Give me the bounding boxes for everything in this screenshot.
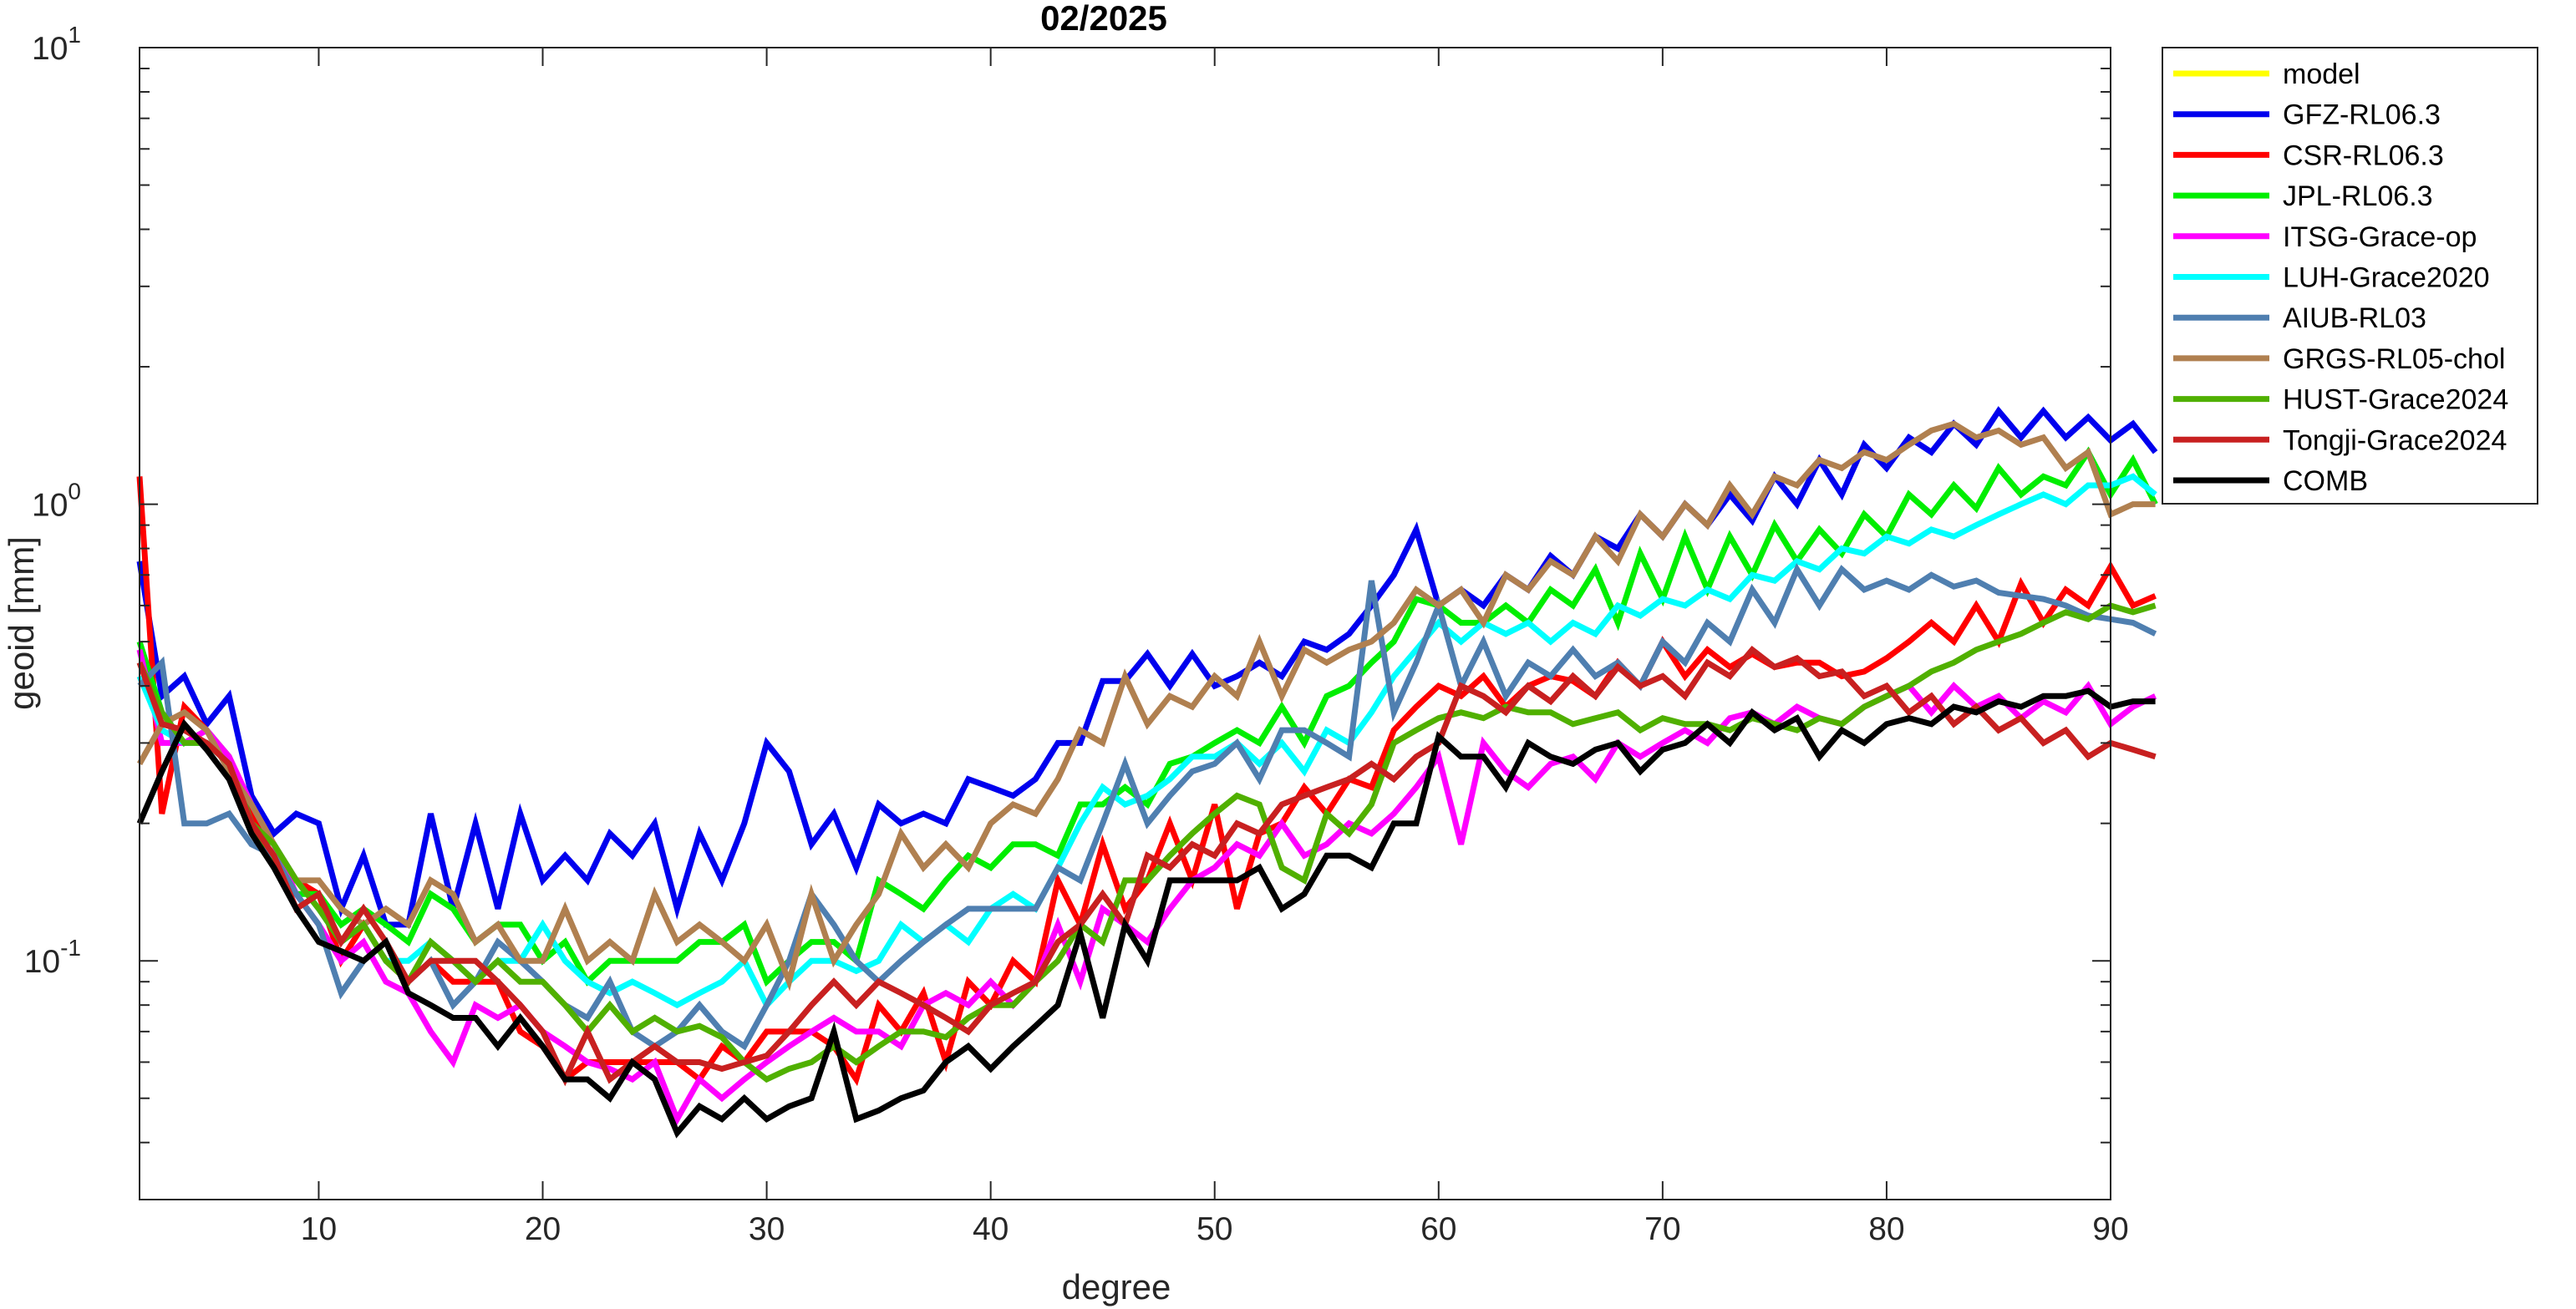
- legend-label: LUH-Grace2020: [2283, 262, 2490, 294]
- legend-label: ITSG-Grace-op: [2283, 221, 2477, 253]
- plot-area-frame: [139, 47, 2111, 1200]
- legend-label: CSR-RL06.3: [2283, 140, 2444, 171]
- x-tick-label: 30: [749, 1211, 785, 1247]
- legend-label: Tongji-Grace2024: [2283, 424, 2507, 456]
- legend-label: GFZ-RL06.3: [2283, 99, 2441, 131]
- series-line-tongji-grace2024: [136, 645, 2157, 1087]
- x-tick-label: 80: [1868, 1211, 1904, 1247]
- legend-label: AIUB-RL03: [2283, 302, 2426, 334]
- legend-label: GRGS-RL05-chol: [2283, 343, 2505, 375]
- x-tick-label: 50: [1197, 1211, 1232, 1247]
- x-axis-label: degree: [1062, 1267, 1171, 1306]
- series-line-grgs-rl05-chol: [136, 420, 2156, 992]
- x-axis: 10 20 30 40 50 60 70 80 90: [301, 48, 2129, 1247]
- legend-label: JPL-RL06.3: [2283, 180, 2433, 212]
- x-tick-label: 10: [301, 1211, 337, 1247]
- y-tick-label: 101: [32, 22, 81, 67]
- series-line-comb: [136, 687, 2156, 1139]
- x-tick-label: 40: [973, 1211, 1009, 1247]
- x-tick-label: 60: [1420, 1211, 1456, 1247]
- x-tick-label: 20: [525, 1211, 561, 1247]
- y-tick-label: 100: [32, 479, 81, 524]
- x-tick-label: 90: [2092, 1211, 2128, 1247]
- y-tick-label: 10-1: [24, 935, 81, 980]
- legend-label: HUST-Grace2024: [2283, 384, 2508, 416]
- y-axis: 101 100 10-1: [24, 22, 2111, 1200]
- series-line-hust-grace2024: [136, 602, 2157, 1083]
- chart-title: 02/2025: [1040, 0, 1167, 38]
- plot-lines: [136, 406, 2158, 1139]
- y-axis-label: geoid [mm]: [2, 536, 41, 710]
- legend-label: COMB: [2283, 465, 2368, 497]
- legend: model GFZ-RL06.3 CSR-RL06.3 JPL-RL06.3 ITSG-…: [2162, 47, 2538, 505]
- x-tick-label: 70: [1644, 1211, 1680, 1247]
- legend-label: model: [2283, 58, 2360, 90]
